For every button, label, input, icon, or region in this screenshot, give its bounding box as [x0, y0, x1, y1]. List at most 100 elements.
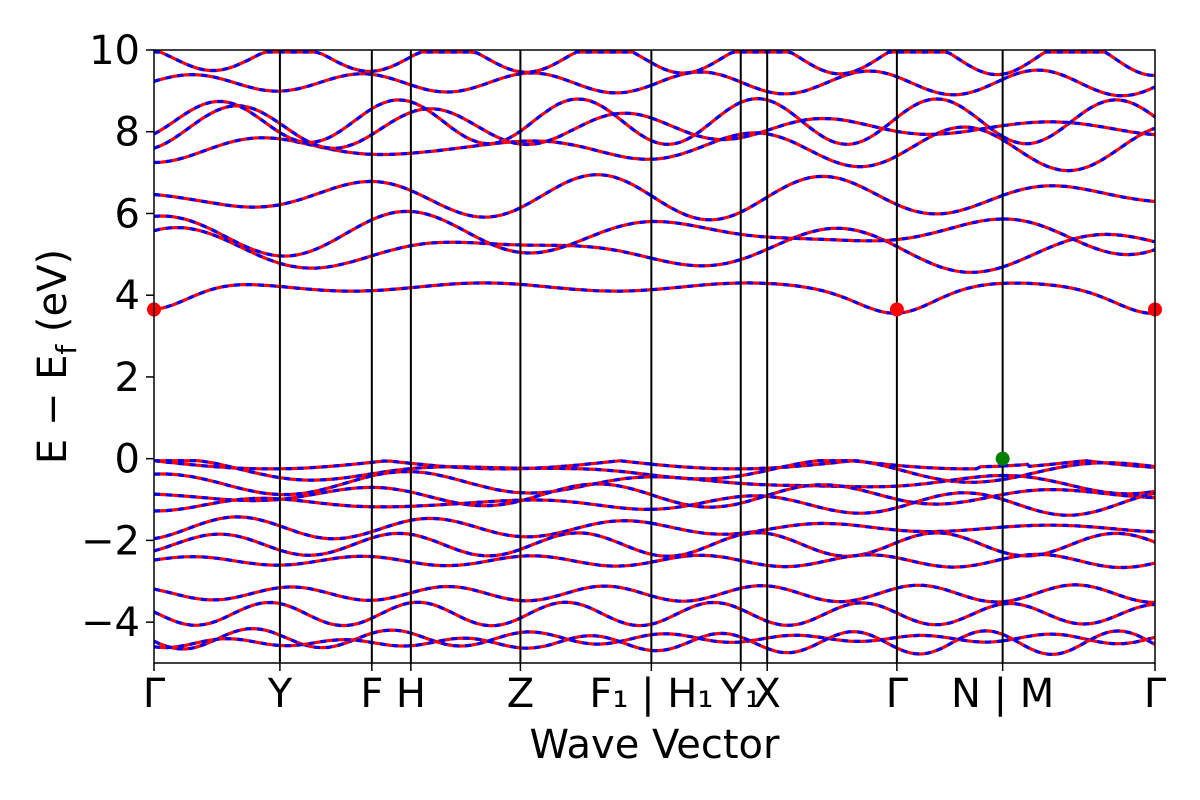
- conduction-band-5-spin-up: [1001, 126, 1156, 173]
- conduction-band-4-spin-up: [650, 174, 1004, 222]
- conduction-band-2-spin-down: [1002, 232, 1156, 269]
- conduction-band-9-spin-down: [1002, 50, 1155, 77]
- valence-band-7-spin-up: [1002, 531, 1156, 558]
- valence-band-11-spin-down: [1002, 632, 1156, 646]
- valence-band-6-spin-down: [153, 515, 652, 541]
- valence-band-7-spin-down: [1002, 531, 1156, 558]
- conduction-band-4-spin-down: [153, 173, 653, 219]
- valence-band-12-spin-down: [1002, 629, 1156, 656]
- y-axis-ticks: −4 −2 0 2 4 6 8 10: [81, 28, 154, 646]
- conduction-band-1-spin-down: [153, 281, 652, 312]
- conduction-band-6-spin-down: [1002, 120, 1156, 137]
- valence-band-10-spin-down: [153, 600, 652, 628]
- valence-band-2-spin-down: [1002, 461, 1156, 482]
- valence-band-1-spin-down: [651, 459, 1003, 471]
- vbm-marker: [995, 451, 1010, 466]
- conduction-band-2-spin-up: [1002, 232, 1156, 269]
- valence-band-5-spin-down: [1002, 491, 1156, 517]
- conduction-band-3-spin-down: [1002, 217, 1156, 257]
- y-tick-label: −2: [81, 518, 140, 564]
- valence-band-2-spin-up: [153, 459, 652, 482]
- conduction-band-7-spin-down: [650, 96, 1004, 146]
- conduction-band-8-spin-down: [1001, 68, 1156, 98]
- conduction-band-4-spin-down: [650, 174, 1004, 222]
- x-tick-label: Γ: [143, 671, 166, 717]
- valence-band-10-spin-down: [651, 600, 1003, 627]
- band-edge-markers: [147, 302, 1162, 466]
- conduction-band-1-spin-down: [651, 281, 1003, 315]
- valence-band-7-spin-up: [153, 531, 652, 558]
- y-tick-label: −4: [81, 600, 140, 646]
- valence-band-8-spin-down: [1002, 552, 1156, 570]
- plot-frame: [153, 49, 1156, 664]
- x-tick-label: F₁ | H₁: [589, 671, 713, 717]
- conduction-band-5-spin-down: [651, 125, 1004, 169]
- valence-band-7-spin-down: [153, 531, 652, 558]
- x-tick-label: Z: [507, 671, 534, 717]
- conduction-band-9-spin-down: [154, 50, 653, 74]
- x-tick-label: N | M: [951, 671, 1054, 717]
- conduction-band-9-spin-up: [154, 50, 653, 74]
- conduction-band-7-spin-down: [1001, 98, 1156, 146]
- valence-band-12-spin-down: [651, 629, 1004, 656]
- cbm-marker: [889, 302, 904, 317]
- conduction-band-3-spin-up: [651, 217, 1003, 243]
- valence-band-9-spin-down: [153, 584, 652, 603]
- x-tick-label: Y₁: [720, 671, 761, 717]
- valence-band-7-spin-down: [651, 531, 1004, 558]
- conduction-band-1-spin-down: [1002, 281, 1155, 315]
- valence-band-12-spin-up: [153, 634, 652, 653]
- valence-band-5-spin-down: [153, 496, 652, 513]
- valence-band-9-spin-down: [1002, 583, 1155, 604]
- x-tick-label: Y: [267, 671, 293, 717]
- y-tick-label: 0: [115, 437, 140, 483]
- conduction-band-1-spin-up: [651, 281, 1003, 315]
- valence-band-5-spin-up: [153, 496, 652, 513]
- conduction-band-2-spin-down: [651, 226, 1004, 274]
- valence-band-10-spin-up: [1002, 601, 1156, 626]
- valence-band-3-spin-down: [651, 473, 1003, 489]
- valence-band-6-spin-down: [1002, 523, 1156, 534]
- conduction-band-4-spin-down: [1002, 184, 1156, 204]
- y-tick-label: 2: [115, 355, 140, 401]
- valence-band-8-spin-up: [651, 553, 1003, 569]
- x-axis-ticks: Γ Y F H Z F₁ | H₁ Y₁X Γ N | M Γ: [143, 663, 1167, 717]
- conduction-band-1-spin-up: [153, 281, 652, 312]
- conduction-band-6-spin-down: [650, 116, 1003, 142]
- y-tick-label: 4: [115, 273, 140, 319]
- valence-band-10-spin-down: [1002, 601, 1156, 626]
- valence-band-8-spin-up: [153, 554, 652, 568]
- conduction-band-2-spin-up: [153, 225, 652, 270]
- x-tick-label: Γ: [886, 671, 909, 717]
- y-tick-label: 10: [89, 28, 140, 74]
- y-tick-label: 8: [115, 110, 140, 156]
- conduction-band-5-spin-down: [153, 136, 652, 165]
- valence-band-11-spin-down: [153, 626, 652, 651]
- valence-band-3-spin-down: [1002, 473, 1156, 496]
- conduction-band-6-spin-down: [153, 104, 652, 150]
- valence-band-4-spin-down: [650, 483, 1003, 509]
- conduction-band-3-spin-down: [153, 209, 652, 258]
- high-symmetry-lines: [278, 50, 1004, 663]
- conduction-band-9-spin-down: [650, 50, 1003, 77]
- valence-band-5-spin-up: [651, 491, 1004, 515]
- valence-band-1-spin-down: [1002, 459, 1156, 469]
- x-tick-label: H: [396, 671, 426, 717]
- bands-layer: [153, 50, 1156, 656]
- x-axis-label: Wave Vector: [530, 722, 781, 768]
- valence-band-4-spin-down: [1002, 488, 1156, 500]
- y-tick-label: 6: [115, 191, 140, 237]
- conduction-band-3-spin-up: [153, 209, 652, 258]
- x-tick-label: F: [360, 671, 383, 717]
- valence-band-10-spin-up: [153, 600, 652, 628]
- valence-band-6-spin-up: [651, 521, 1003, 536]
- conduction-band-5-spin-down: [1001, 126, 1156, 173]
- conduction-band-8-spin-down: [153, 71, 652, 95]
- y-axis-label: E − Ef (eV): [30, 249, 83, 464]
- conduction-band-8-spin-up: [1001, 68, 1156, 98]
- conduction-band-8-spin-down: [650, 69, 1004, 97]
- x-tick-label: Γ: [1144, 671, 1167, 717]
- x-tick-label: X: [753, 671, 780, 717]
- conduction-band-7-spin-down: [153, 97, 653, 146]
